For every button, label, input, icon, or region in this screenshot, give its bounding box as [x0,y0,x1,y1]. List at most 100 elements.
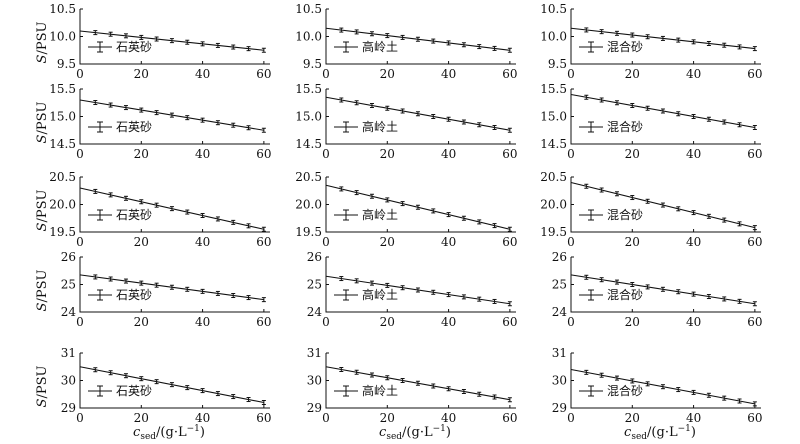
panel: 24 25 26 0 20 40 60 石英砂 [61,250,272,329]
panel: 24 25 26 0 20 40 60 混合砂 [552,250,763,329]
x-tick-label: 40 [441,147,456,161]
x-tick-label: 60 [256,315,271,329]
legend-label: 高岭土 [362,119,398,134]
y-tick-label: 10.0 [540,30,567,44]
x-tick-label: 0 [76,315,84,329]
panel: 9.5 10.0 10.5 0 20 40 60 高岭土 [295,2,517,81]
y-tick-label: 31 [552,346,567,360]
y-axis-title: S/PSU [35,270,50,312]
y-tick-label: 19.5 [49,225,76,239]
x-tick-label: 0 [567,411,575,425]
x-tick-label: 20 [134,235,149,249]
axis-frame [79,353,270,409]
y-tick-label: 20.0 [540,198,567,212]
y-tick-label: 10.0 [49,30,76,44]
x-tick-label: 40 [441,67,456,81]
x-tick-label: 60 [256,411,271,425]
panel: 24 25 26 0 20 40 60 高岭土 [307,250,518,329]
y-tick-label: 15.5 [295,82,322,96]
panel: 9.5 10.0 10.5 0 20 40 60 混合砂 [540,2,762,81]
y-tick-label: 29 [552,401,567,415]
x-tick-label: 20 [380,67,395,81]
x-tick-label: 20 [134,147,149,161]
panel: 14.5 15.0 15.5 0 20 40 60 石英砂 [49,82,271,161]
y-tick-label: 30 [61,374,76,388]
x-tick-label: 0 [567,235,575,249]
x-tick-label: 60 [747,147,762,161]
x-tick-label: 0 [567,147,575,161]
legend-label: 混合砂 [607,383,643,398]
legend-label: 石英砂 [116,40,152,54]
axis-frame [325,257,516,313]
x-tick-label: 0 [76,411,84,425]
x-tick-label: 20 [134,315,149,329]
y-tick-label: 24 [552,305,568,319]
x-tick-label: 60 [502,315,517,329]
x-tick-label: 20 [625,67,640,81]
axis-frame [570,177,761,233]
x-tick-label: 40 [686,147,701,161]
axis-frame [325,9,516,65]
panel: 19.5 20.0 20.5 0 20 40 60 石英砂 [49,170,271,249]
x-tick-label: 0 [322,411,330,425]
y-tick-label: 14.5 [540,137,567,151]
x-axis-title: csed/(g·L−1) [624,424,696,442]
y-tick-label: 20.5 [295,170,322,184]
y-tick-label: 14.5 [49,137,76,151]
x-tick-label: 60 [502,235,517,249]
x-tick-label: 60 [256,235,271,249]
axis-frame [79,257,270,313]
y-tick-label: 15.0 [295,110,322,124]
x-tick-label: 40 [686,411,701,425]
x-tick-label: 40 [195,235,210,249]
x-tick-label: 20 [134,411,149,425]
panel: 19.5 20.0 20.5 0 20 40 60 混合砂 [540,170,762,249]
legend-label: 石英砂 [116,208,152,222]
x-tick-label: 0 [567,315,575,329]
axis-frame [570,89,761,145]
axis-frame [570,9,761,65]
y-tick-label: 29 [307,401,322,415]
x-tick-label: 40 [441,235,456,249]
x-tick-label: 20 [625,235,640,249]
axis-frame [570,257,761,313]
panel: 14.5 15.0 15.5 0 20 40 60 混合砂 [540,82,762,161]
y-axis-title: S/PSU [35,22,50,64]
y-tick-label: 26 [307,250,322,264]
x-tick-label: 60 [502,147,517,161]
x-tick-label: 20 [380,147,395,161]
axis-frame [79,89,270,145]
x-tick-label: 20 [380,235,395,249]
x-tick-label: 60 [747,411,762,425]
x-tick-label: 20 [625,147,640,161]
y-tick-label: 9.5 [57,57,76,71]
legend-label: 高岭土 [362,383,398,398]
y-tick-label: 19.5 [540,225,567,239]
x-tick-label: 60 [747,67,762,81]
x-tick-label: 40 [686,67,701,81]
x-tick-label: 0 [322,67,330,81]
legend-label: 石英砂 [116,288,152,302]
x-tick-label: 60 [502,411,517,425]
x-tick-label: 40 [441,411,456,425]
x-tick-label: 40 [195,147,210,161]
legend-label: 混合砂 [607,207,643,222]
x-tick-label: 20 [380,411,395,425]
x-tick-label: 20 [380,315,395,329]
y-axis-title: S/PSU [35,190,50,232]
y-tick-label: 9.5 [303,57,322,71]
x-tick-label: 40 [441,315,456,329]
y-tick-label: 15.0 [540,110,567,124]
y-tick-label: 14.5 [295,137,322,151]
y-axis-title: S/PSU [35,366,50,408]
y-tick-label: 26 [61,250,76,264]
x-tick-label: 0 [322,235,330,249]
y-tick-label: 15.5 [49,82,76,96]
y-tick-label: 29 [61,401,76,415]
x-tick-label: 0 [567,67,575,81]
x-tick-label: 40 [195,411,210,425]
y-tick-label: 31 [307,346,322,360]
legend-label: 高岭土 [362,287,398,302]
x-tick-label: 60 [747,235,762,249]
